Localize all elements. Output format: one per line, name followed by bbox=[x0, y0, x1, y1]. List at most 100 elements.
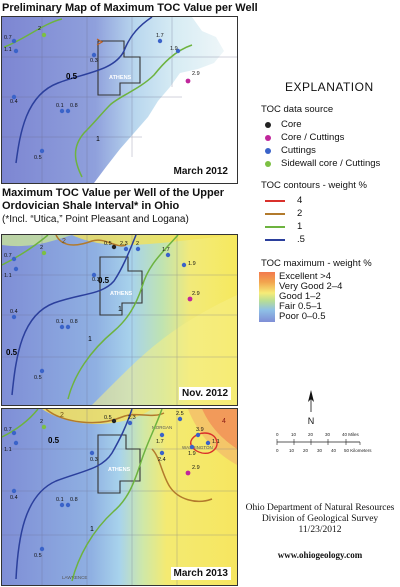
map1-well-label-4: 1.7 bbox=[156, 33, 164, 39]
scale-mile-30: 30 bbox=[325, 432, 331, 437]
contour-4-line-icon bbox=[265, 199, 285, 202]
map2-title: Maximum TOC Value per Well of the Upper … bbox=[2, 187, 225, 212]
scale-bar: 0 10 20 30 40 Miles 0 10 20 30 40 50 Kil… bbox=[276, 430, 386, 461]
scale-km-40: 40 bbox=[331, 448, 337, 453]
map2-well-label-5: 2 bbox=[136, 241, 139, 247]
legend: EXPLANATION TOC data source Core Core / … bbox=[247, 80, 397, 322]
map3-well-label-16: 0.5 bbox=[34, 553, 42, 559]
map3-well-label-6: 1.7 bbox=[156, 439, 164, 445]
map2-well-label-13: 0.5 bbox=[34, 375, 42, 381]
toc-color-ramp-icon bbox=[259, 272, 275, 322]
map2-well-label-12: 0.8 bbox=[70, 319, 78, 325]
credit-agency: Ohio Department of Natural Resources bbox=[245, 503, 395, 513]
map3-county-label-0: MORGAN bbox=[152, 425, 172, 430]
map1-well-label-0: 0.7 bbox=[4, 35, 12, 41]
map1-panel: ATHENS 0.5 1 0.7 1.1 2 0.3 1.7 1.9 2.9 0… bbox=[1, 16, 238, 184]
map2-date: Nov. 2012 bbox=[179, 387, 231, 400]
scale-km-10: 10 bbox=[289, 448, 295, 453]
map3-well-label-2: 2 bbox=[40, 419, 43, 425]
map1-contour-label-1: 1 bbox=[96, 136, 100, 143]
map3-contour-label-1: 1 bbox=[90, 526, 94, 533]
map2-well-label-8: 1.9 bbox=[188, 261, 196, 267]
map1-well-label-3: 0.3 bbox=[90, 58, 98, 64]
scale-mile-40: 40 Miles bbox=[342, 432, 360, 437]
legend-contour-heading: TOC contours - weight % bbox=[261, 180, 367, 191]
website-link[interactable]: www.ohiogeology.com bbox=[277, 550, 363, 560]
map3-contour-label-3: 4 bbox=[222, 418, 226, 425]
legend-class-poor: Poor 0–0.5 bbox=[279, 311, 326, 322]
map1-well-label-7: 0.4 bbox=[10, 99, 18, 105]
legend-max-heading: TOC maximum - weight % bbox=[261, 258, 372, 269]
map3-well-label-13: 0.4 bbox=[10, 495, 18, 501]
map1-well-label-1: 1.1 bbox=[4, 47, 12, 53]
map2-well-label-1: 1.1 bbox=[4, 273, 12, 279]
map3-well-label-11: 2.4 bbox=[158, 457, 166, 463]
legend-contour-05: .5 bbox=[265, 233, 397, 246]
scale-km-0: 0 bbox=[276, 448, 279, 453]
map3-well-label-0: 0.7 bbox=[4, 427, 12, 433]
map2-well-label-9: 2.9 bbox=[192, 291, 200, 297]
map3-well-label-3: 0.5 bbox=[104, 415, 112, 421]
map1-athens-label: ATHENS bbox=[109, 75, 132, 81]
legend-class-good: Good 1–2 bbox=[279, 291, 321, 302]
legend-contour-2: 2 bbox=[265, 207, 397, 220]
map2-well-label-0: 0.7 bbox=[4, 253, 12, 259]
contour-1-line-icon bbox=[265, 225, 285, 228]
map3-county-label-2: LAWRENCE bbox=[62, 575, 87, 580]
map2-contour-label-4: 1 bbox=[118, 306, 122, 313]
legend-class-fair: Fair 0.5–1 bbox=[279, 301, 322, 312]
contour-05-line-icon bbox=[265, 238, 285, 241]
map3-well-label-15: 0.8 bbox=[70, 497, 78, 503]
map3-date: March 2013 bbox=[170, 567, 231, 580]
north-arrow: N bbox=[305, 388, 317, 426]
north-label: N bbox=[307, 416, 315, 426]
legend-source-cuttings: Cuttings bbox=[265, 144, 397, 157]
legend-source-heading: TOC data source bbox=[261, 104, 334, 115]
core-cuttings-dot-icon bbox=[265, 134, 271, 141]
map1-contour-label-0: 0.5 bbox=[66, 72, 78, 81]
map1-well-label-8: 0.1 bbox=[56, 103, 64, 109]
map3-well-label-4: 2.3 bbox=[128, 415, 136, 421]
north-arrow-icon bbox=[308, 390, 314, 412]
map3-contour-label-2: 2 bbox=[60, 412, 64, 419]
map3-well-label-7: 0.3 bbox=[90, 457, 98, 463]
legend-source-sidewall: Sidewall core / Cuttings bbox=[265, 157, 397, 170]
sidewall-dot-icon bbox=[265, 160, 271, 167]
map3-well-label-1: 1.1 bbox=[4, 447, 12, 453]
map2-well-label-10: 0.4 bbox=[10, 309, 18, 315]
map3-county-label-1: WASHINGTON bbox=[182, 445, 213, 450]
scale-km-20: 20 bbox=[303, 448, 309, 453]
scale-km-50: 50 Kilometers bbox=[344, 448, 372, 453]
credit-division: Division of Geological Survey bbox=[261, 514, 379, 524]
legend-contour-1: 1 bbox=[265, 220, 397, 233]
map1-well-label-9: 0.8 bbox=[70, 103, 78, 109]
map2-well-label-7: 0.3 bbox=[92, 277, 100, 283]
scale-mile-10: 10 bbox=[291, 432, 297, 437]
map1-title: Preliminary Map of Maximum TOC Value per… bbox=[2, 2, 258, 14]
scale-mile-20: 20 bbox=[308, 432, 314, 437]
core-dot-icon bbox=[265, 121, 271, 128]
map2-contour-label-3: 0.5 bbox=[98, 276, 110, 285]
cuttings-dot-icon bbox=[265, 147, 271, 154]
map1-well-label-5: 1.9 bbox=[170, 46, 178, 52]
legend-class-excellent: Excellent >4 bbox=[279, 271, 332, 282]
legend-title: EXPLANATION bbox=[285, 80, 374, 94]
map1-date: March 2012 bbox=[170, 165, 231, 178]
map3-contour-label-0: 0.5 bbox=[48, 436, 60, 445]
map3-well-label-5: 2.5 bbox=[176, 411, 184, 417]
map2-well-label-2: 2 bbox=[40, 245, 43, 251]
map3-athens-label: ATHENS bbox=[108, 467, 131, 473]
map2-contour-label-0: 0.5 bbox=[6, 348, 18, 357]
credit-block: Ohio Department of Natural Resources Div… bbox=[240, 503, 400, 536]
map3-panel: ATHENS MORGAN WASHINGTON LAWRENCE 0.5 1 … bbox=[1, 408, 238, 586]
map2-subtitle: (*Incl. “Utica,” Point Pleasant and Loga… bbox=[2, 214, 189, 225]
map2-contour-label-1: 1 bbox=[88, 336, 92, 343]
map2-well-label-6: 1.7 bbox=[162, 247, 170, 253]
scale-mile-0: 0 bbox=[276, 432, 279, 437]
legend-source-core: Core bbox=[265, 118, 397, 131]
map1-well-label-2: 2 bbox=[38, 26, 41, 32]
map2-athens-label: ATHENS bbox=[110, 291, 133, 297]
map3-well-label-8: 3.9 bbox=[196, 427, 204, 433]
map2-contour-label-2: 2 bbox=[62, 238, 66, 245]
credit-date: 11/23/2012 bbox=[298, 525, 342, 535]
